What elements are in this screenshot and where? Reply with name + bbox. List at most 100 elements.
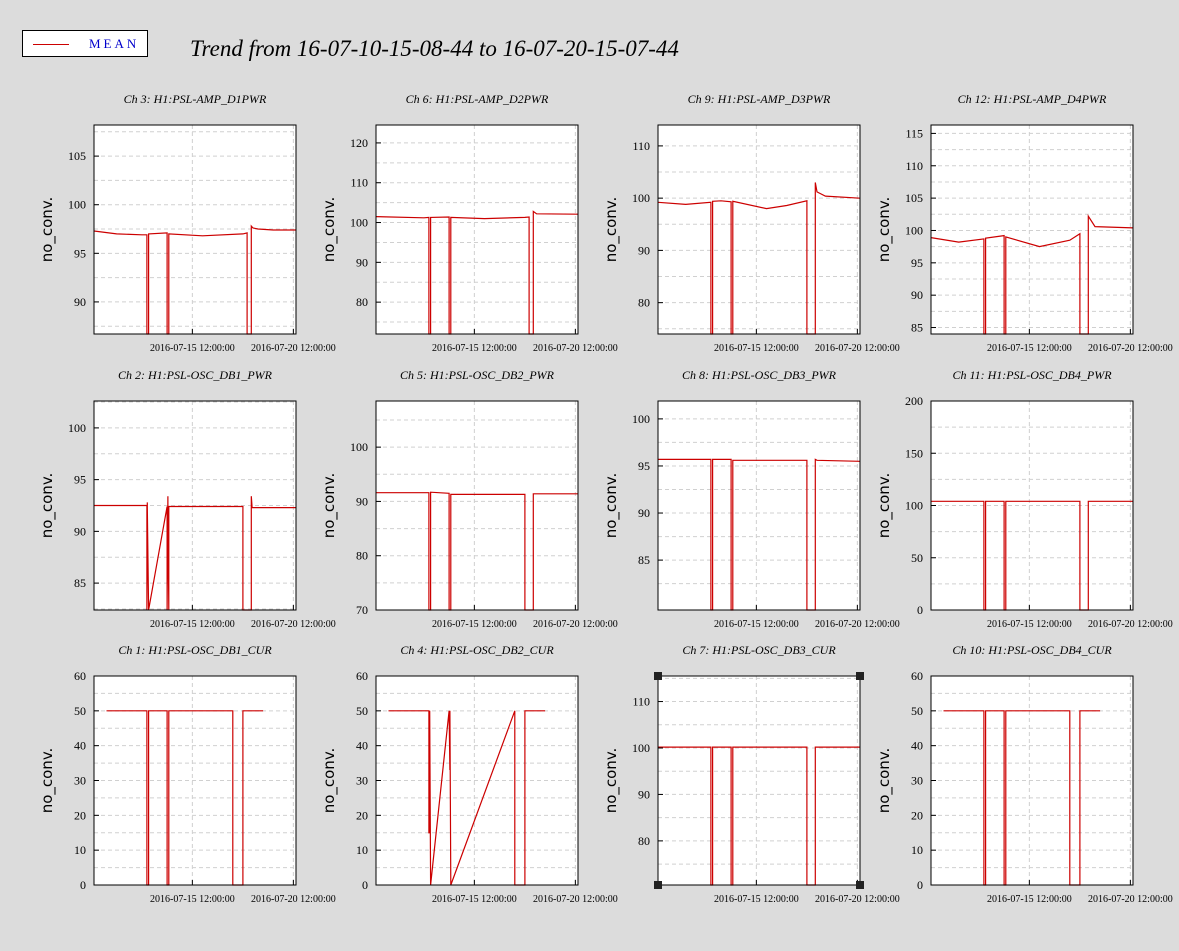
y-tick-label: 50 (356, 704, 368, 718)
y-tick-label: 0 (917, 603, 923, 617)
y-axis-label: no_conv. (602, 748, 621, 814)
y-axis-label: no_conv. (320, 473, 339, 539)
y-tick-label: 50 (911, 704, 923, 718)
x-tick-label: 2016-07-20 12:00:00 (533, 619, 618, 630)
chart-ch-10-h1-psl-osc-db4-cur[interactable]: Ch 10: H1:PSL-OSC_DB4_CUR 0 10 20 30 40 50 60 20… (875, 643, 1173, 905)
chart-ch-6-h1-psl-amp-d2pwr[interactable]: Ch 6: H1:PSL-AMP_D2PWR 80 90 100 110 120 2016-… (320, 92, 618, 354)
x-tick-label: 2016-07-15 12:00:00 (987, 343, 1072, 354)
x-tick-label: 2016-07-15 12:00:00 (432, 894, 517, 905)
chart-title: Ch 5: H1:PSL-OSC_DB2_PWR (400, 368, 555, 382)
y-tick-label: 60 (74, 669, 86, 683)
selection-handle[interactable] (856, 672, 864, 680)
chart-title: Ch 9: H1:PSL-AMP_D3PWR (688, 92, 831, 106)
plot-area (658, 125, 860, 334)
chart-title: Ch 4: H1:PSL-OSC_DB2_CUR (400, 643, 554, 657)
y-tick-label: 0 (917, 878, 923, 892)
chart-title: Ch 11: H1:PSL-OSC_DB4_PWR (952, 368, 1112, 382)
y-tick-label: 20 (74, 808, 86, 822)
y-tick-label: 105 (68, 149, 86, 163)
y-tick-label: 85 (74, 576, 86, 590)
plot-frame (657, 124, 861, 335)
y-axis-label: no_conv. (875, 197, 894, 263)
x-tick-label: 2016-07-15 12:00:00 (150, 619, 235, 630)
chart-ch-8-h1-psl-osc-db3-pwr[interactable]: Ch 8: H1:PSL-OSC_DB3_PWR 85 90 95 100 2016-07… (602, 368, 900, 630)
chart-ch-1-h1-psl-osc-db1-cur[interactable]: Ch 1: H1:PSL-OSC_DB1_CUR 0 10 20 30 40 50 60 201… (38, 643, 336, 905)
chart-ch-9-h1-psl-amp-d3pwr[interactable]: Ch 9: H1:PSL-AMP_D3PWR 80 90 100 110 2016-07-… (602, 92, 900, 354)
chart-ch-12-h1-psl-amp-d4pwr[interactable]: Ch 12: H1:PSL-AMP_D4PWR 85 90 95 100 105 110 11… (875, 92, 1173, 354)
plot-area (376, 401, 578, 610)
x-tick-label: 2016-07-15 12:00:00 (432, 619, 517, 630)
selection-handle[interactable] (654, 881, 662, 889)
y-tick-label: 120 (350, 136, 368, 150)
x-tick-label: 2016-07-20 12:00:00 (533, 894, 618, 905)
y-axis-label: no_conv. (875, 473, 894, 539)
y-tick-label: 100 (350, 440, 368, 454)
y-tick-label: 80 (638, 296, 650, 310)
chart-ch-3-h1-psl-amp-d1pwr[interactable]: Ch 3: H1:PSL-AMP_D1PWR 90 95 100 105 2016-07-… (38, 92, 336, 354)
y-tick-label: 90 (638, 787, 650, 801)
y-tick-label: 95 (74, 473, 86, 487)
y-tick-label: 90 (74, 524, 86, 538)
y-tick-label: 0 (80, 878, 86, 892)
y-tick-label: 100 (905, 499, 923, 513)
x-tick-label: 2016-07-15 12:00:00 (714, 619, 799, 630)
x-tick-label: 2016-07-20 12:00:00 (815, 619, 900, 630)
x-tick-label: 2016-07-20 12:00:00 (815, 343, 900, 354)
y-tick-label: 40 (911, 739, 923, 753)
plot-frame (375, 124, 579, 335)
y-tick-label: 110 (905, 159, 923, 173)
y-tick-label: 100 (68, 198, 86, 212)
y-tick-label: 80 (638, 834, 650, 848)
x-tick-label: 2016-07-20 12:00:00 (1088, 619, 1173, 630)
plot-frame (375, 400, 579, 611)
plot-area (658, 401, 860, 610)
x-tick-label: 2016-07-20 12:00:00 (251, 619, 336, 630)
y-tick-label: 10 (356, 843, 368, 857)
y-tick-label: 80 (356, 549, 368, 563)
plot-frame (657, 675, 861, 886)
chart-title: Ch 3: H1:PSL-AMP_D1PWR (124, 92, 267, 106)
chart-ch-2-h1-psl-osc-db1-pwr[interactable]: Ch 2: H1:PSL-OSC_DB1_PWR 85 90 95 100 2016-07… (38, 368, 336, 630)
y-tick-label: 95 (638, 459, 650, 473)
x-tick-label: 2016-07-15 12:00:00 (150, 894, 235, 905)
y-tick-label: 90 (638, 506, 650, 520)
y-tick-label: 80 (356, 295, 368, 309)
y-tick-label: 90 (911, 288, 923, 302)
y-axis-label: no_conv. (320, 748, 339, 814)
y-tick-label: 100 (350, 216, 368, 230)
y-tick-label: 110 (632, 695, 650, 709)
y-tick-label: 50 (911, 551, 923, 565)
y-tick-label: 40 (356, 739, 368, 753)
chart-title: Ch 10: H1:PSL-OSC_DB4_CUR (952, 643, 1112, 657)
selection-handle[interactable] (856, 881, 864, 889)
chart-ch-4-h1-psl-osc-db2-cur[interactable]: Ch 4: H1:PSL-OSC_DB2_CUR 0 10 20 30 40 50 60 201… (320, 643, 618, 905)
chart-ch-11-h1-psl-osc-db4-pwr[interactable]: Ch 11: H1:PSL-OSC_DB4_PWR 0 50 100 150 200 201… (875, 368, 1173, 630)
plot-frame (93, 400, 297, 611)
x-tick-label: 2016-07-20 12:00:00 (1088, 894, 1173, 905)
y-tick-label: 30 (356, 774, 368, 788)
y-axis-label: no_conv. (602, 197, 621, 263)
y-axis-label: no_conv. (38, 473, 57, 539)
series-line-mean (375, 210, 579, 335)
chart-title: Ch 1: H1:PSL-OSC_DB1_CUR (118, 643, 272, 657)
y-tick-label: 200 (905, 394, 923, 408)
chart-ch-5-h1-psl-osc-db2-pwr[interactable]: Ch 5: H1:PSL-OSC_DB2_PWR 70 80 90 100 2016-07… (320, 368, 618, 630)
y-tick-label: 40 (74, 739, 86, 753)
y-tick-label: 60 (356, 669, 368, 683)
chart-ch-7-h1-psl-osc-db3-cur[interactable]: Ch 7: H1:PSL-OSC_DB3_CUR 80 90 100 110 2016-0… (602, 643, 900, 905)
y-tick-label: 115 (905, 126, 923, 140)
y-tick-label: 90 (638, 243, 650, 257)
x-tick-label: 2016-07-15 12:00:00 (714, 894, 799, 905)
y-tick-label: 10 (911, 843, 923, 857)
y-tick-label: 90 (356, 494, 368, 508)
y-tick-label: 85 (638, 553, 650, 567)
y-axis-label: no_conv. (875, 748, 894, 814)
y-tick-label: 30 (74, 774, 86, 788)
y-tick-label: 60 (911, 669, 923, 683)
selection-handle[interactable] (654, 672, 662, 680)
y-tick-label: 85 (911, 321, 923, 335)
y-tick-label: 100 (905, 223, 923, 237)
y-axis-label: no_conv. (38, 197, 57, 263)
x-tick-label: 2016-07-20 12:00:00 (815, 894, 900, 905)
